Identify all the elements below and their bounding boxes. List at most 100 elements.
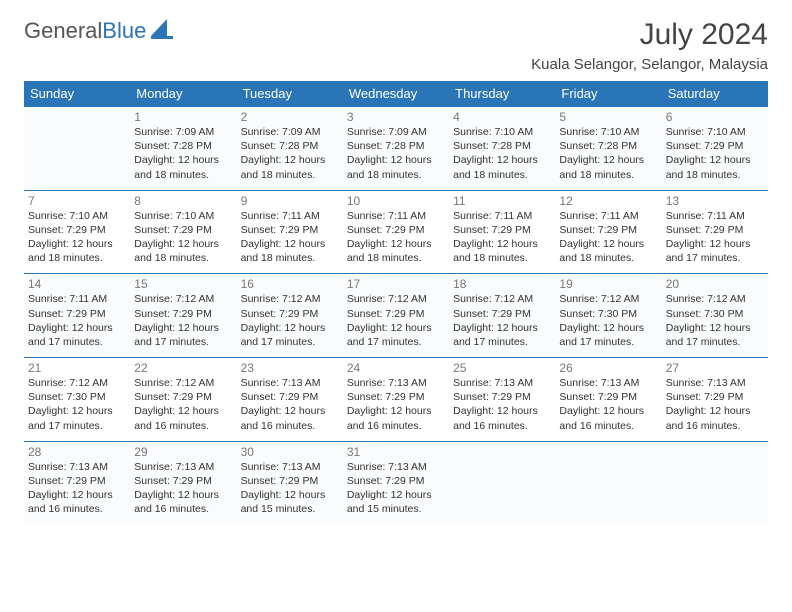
day-cell: 4Sunrise: 7:10 AMSunset: 7:28 PMDaylight… [449,107,555,191]
daylight-text: and 17 minutes. [453,335,551,349]
sunset-text: Sunset: 7:29 PM [241,474,339,488]
sunrise-text: Sunrise: 7:10 AM [559,125,657,139]
sunrise-text: Sunrise: 7:11 AM [666,209,764,223]
daylight-text: Daylight: 12 hours [666,237,764,251]
daylight-text: and 17 minutes. [347,335,445,349]
daylight-text: and 18 minutes. [347,251,445,265]
day-cell: 24Sunrise: 7:13 AMSunset: 7:29 PMDayligh… [343,358,449,442]
sail-icon [151,19,173,44]
daylight-text: Daylight: 12 hours [28,404,126,418]
daylight-text: Daylight: 12 hours [453,321,551,335]
location-text: Kuala Selangor, Selangor, Malaysia [531,56,768,73]
sunrise-text: Sunrise: 7:10 AM [666,125,764,139]
daylight-text: Daylight: 12 hours [241,237,339,251]
day-number: 27 [666,361,764,375]
sunrise-text: Sunrise: 7:11 AM [241,209,339,223]
week-row: 21Sunrise: 7:12 AMSunset: 7:30 PMDayligh… [24,358,768,442]
sunrise-text: Sunrise: 7:12 AM [453,292,551,306]
dow-tue: Tuesday [237,81,343,107]
logo-word1: General [24,18,102,43]
daylight-text: and 18 minutes. [347,168,445,182]
day-number: 17 [347,277,445,291]
daylight-text: Daylight: 12 hours [134,153,232,167]
day-cell: 18Sunrise: 7:12 AMSunset: 7:29 PMDayligh… [449,274,555,358]
sunrise-text: Sunrise: 7:12 AM [347,292,445,306]
day-cell: 11Sunrise: 7:11 AMSunset: 7:29 PMDayligh… [449,190,555,274]
month-title: July 2024 [531,18,768,52]
daylight-text: Daylight: 12 hours [134,237,232,251]
dow-sun: Sunday [24,81,130,107]
sunset-text: Sunset: 7:28 PM [347,139,445,153]
sunrise-text: Sunrise: 7:11 AM [559,209,657,223]
day-number: 18 [453,277,551,291]
sunset-text: Sunset: 7:29 PM [241,390,339,404]
day-number: 25 [453,361,551,375]
day-number: 1 [134,110,232,124]
daylight-text: Daylight: 12 hours [347,488,445,502]
daylight-text: Daylight: 12 hours [28,321,126,335]
day-number: 16 [241,277,339,291]
day-number: 20 [666,277,764,291]
daylight-text: Daylight: 12 hours [453,237,551,251]
sunrise-text: Sunrise: 7:11 AM [347,209,445,223]
day-cell: 14Sunrise: 7:11 AMSunset: 7:29 PMDayligh… [24,274,130,358]
daylight-text: and 17 minutes. [666,251,764,265]
sunrise-text: Sunrise: 7:10 AM [134,209,232,223]
week-row: 1Sunrise: 7:09 AMSunset: 7:28 PMDaylight… [24,107,768,191]
sunset-text: Sunset: 7:29 PM [241,223,339,237]
day-number: 30 [241,445,339,459]
sunrise-text: Sunrise: 7:10 AM [453,125,551,139]
daylight-text: and 16 minutes. [134,419,232,433]
sunset-text: Sunset: 7:29 PM [28,307,126,321]
sunrise-text: Sunrise: 7:12 AM [559,292,657,306]
sunrise-text: Sunrise: 7:12 AM [134,292,232,306]
day-cell [662,441,768,524]
logo: GeneralBlue [24,18,173,44]
day-cell: 10Sunrise: 7:11 AMSunset: 7:29 PMDayligh… [343,190,449,274]
sunset-text: Sunset: 7:28 PM [134,139,232,153]
logo-text: GeneralBlue [24,18,146,44]
daylight-text: Daylight: 12 hours [347,404,445,418]
daylight-text: Daylight: 12 hours [347,237,445,251]
daylight-text: and 18 minutes. [666,168,764,182]
daylight-text: and 17 minutes. [28,335,126,349]
sunset-text: Sunset: 7:29 PM [134,307,232,321]
sunset-text: Sunset: 7:29 PM [453,223,551,237]
sunrise-text: Sunrise: 7:13 AM [347,460,445,474]
sunrise-text: Sunrise: 7:12 AM [241,292,339,306]
daylight-text: and 16 minutes. [241,419,339,433]
daylight-text: Daylight: 12 hours [347,153,445,167]
dow-wed: Wednesday [343,81,449,107]
daylight-text: and 16 minutes. [559,419,657,433]
daylight-text: Daylight: 12 hours [28,488,126,502]
day-cell: 2Sunrise: 7:09 AMSunset: 7:28 PMDaylight… [237,107,343,191]
day-number: 2 [241,110,339,124]
sunset-text: Sunset: 7:28 PM [241,139,339,153]
daylight-text: and 16 minutes. [453,419,551,433]
sunrise-text: Sunrise: 7:13 AM [453,376,551,390]
sunset-text: Sunset: 7:29 PM [347,474,445,488]
daylight-text: Daylight: 12 hours [134,404,232,418]
daylight-text: and 15 minutes. [241,502,339,516]
day-cell: 7Sunrise: 7:10 AMSunset: 7:29 PMDaylight… [24,190,130,274]
day-number: 31 [347,445,445,459]
daylight-text: Daylight: 12 hours [241,404,339,418]
sunset-text: Sunset: 7:29 PM [559,223,657,237]
day-number: 13 [666,194,764,208]
daylight-text: Daylight: 12 hours [241,321,339,335]
sunrise-text: Sunrise: 7:09 AM [241,125,339,139]
sunrise-text: Sunrise: 7:12 AM [134,376,232,390]
day-cell: 5Sunrise: 7:10 AMSunset: 7:28 PMDaylight… [555,107,661,191]
week-row: 7Sunrise: 7:10 AMSunset: 7:29 PMDaylight… [24,190,768,274]
daylight-text: Daylight: 12 hours [559,153,657,167]
daylight-text: Daylight: 12 hours [134,488,232,502]
day-header-row: Sunday Monday Tuesday Wednesday Thursday… [24,81,768,107]
sunset-text: Sunset: 7:29 PM [134,223,232,237]
day-cell: 17Sunrise: 7:12 AMSunset: 7:29 PMDayligh… [343,274,449,358]
dow-sat: Saturday [662,81,768,107]
sunrise-text: Sunrise: 7:12 AM [666,292,764,306]
day-number: 4 [453,110,551,124]
sunrise-text: Sunrise: 7:13 AM [28,460,126,474]
daylight-text: and 16 minutes. [28,502,126,516]
daylight-text: Daylight: 12 hours [134,321,232,335]
